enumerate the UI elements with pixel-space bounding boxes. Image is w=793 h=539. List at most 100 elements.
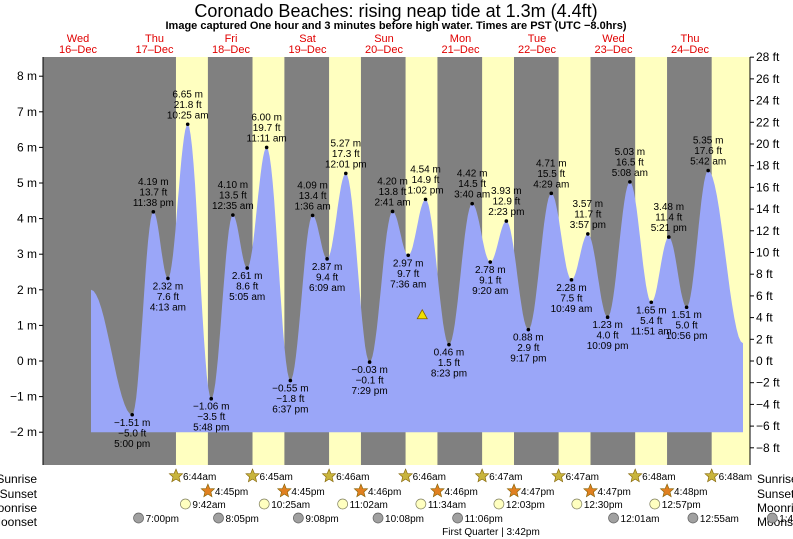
extreme-label: 11:11 am	[247, 133, 287, 144]
sunset-time: 4:47pm	[597, 487, 630, 498]
sunrise-icon	[321, 468, 337, 483]
extreme-label: 0.46 m	[434, 348, 465, 359]
moonrise-icon	[180, 498, 191, 510]
astro-row-label-right: Sunrise	[757, 472, 793, 486]
extreme-point	[209, 396, 214, 401]
extreme-label: 14.5 ft	[458, 179, 486, 190]
extreme-label: −0.1 ft	[356, 376, 384, 387]
extreme-point	[185, 122, 190, 127]
extreme-label: 21.8 ft	[174, 100, 202, 111]
moonrise-icon	[571, 498, 583, 510]
extreme-labels: −1.51 m−5.0 ft5:00 pm 4.19 m13.7 ft11:38 …	[114, 89, 726, 449]
extreme-point	[586, 232, 590, 236]
sunrise-time: 6:44am	[183, 472, 216, 483]
extreme-label: 6:37 pm	[272, 405, 308, 416]
extreme-label: 0.88 m	[513, 333, 544, 344]
astro-table: SunriseSunriseSunsetSunsetMoonriseMoonri…	[0, 468, 793, 538]
extreme-label: 10:09 pm	[587, 341, 629, 352]
extreme-point	[325, 257, 329, 261]
extreme-point	[344, 171, 348, 176]
extreme-label: 5.03 m	[615, 147, 646, 158]
extreme-label: −1.06 m	[193, 402, 229, 413]
extreme-label: 8.6 ft	[236, 282, 258, 293]
moonrise-icon	[337, 498, 349, 510]
extreme-label: 13.7 ft	[139, 187, 167, 198]
astro-row-label-right: Sunset	[757, 487, 793, 501]
y-right-tick-label: −6 ft	[756, 419, 780, 433]
extreme-label: −5.0 ft	[118, 428, 146, 439]
moonrise-icon	[258, 498, 270, 510]
extreme-point	[288, 378, 293, 383]
extreme-point	[447, 342, 451, 347]
y-right-tick-label: 14 ft	[756, 202, 780, 216]
extreme-point	[130, 412, 134, 417]
extreme-label: 6.65 m	[172, 89, 203, 100]
extreme-label: 7:29 pm	[352, 386, 388, 397]
sunrise-time: 6:46am	[413, 472, 446, 483]
extreme-label: −1.8 ft	[276, 394, 304, 405]
day-name: Sat	[299, 33, 316, 45]
current-level-marker	[416, 308, 428, 320]
day-name: Wed	[67, 33, 89, 45]
extreme-point	[245, 266, 250, 270]
extreme-label: 5.4 ft	[640, 316, 662, 327]
sunset-icon	[430, 483, 445, 498]
extreme-label: 7.6 ft	[157, 292, 179, 303]
y-left-tick-label: 2 m	[17, 283, 37, 297]
extreme-label: 3:57 pm	[570, 220, 606, 231]
extreme-label: 9.1 ft	[479, 276, 501, 287]
moonrise-icon	[415, 498, 427, 510]
sunset-icon	[506, 483, 522, 498]
sunrise-time: 6:47am	[566, 472, 599, 483]
extreme-label: 2.32 m	[153, 281, 184, 292]
extreme-label: 4.19 m	[138, 177, 169, 188]
astro-row-label-left: Moonrise	[0, 501, 37, 515]
moonset-icon	[766, 512, 778, 524]
extreme-label: 5:08 am	[612, 168, 648, 179]
extreme-label: 9.7 ft	[397, 269, 419, 280]
extreme-label: 3.57 m	[573, 199, 604, 210]
sunrise-icon	[245, 468, 260, 483]
y-right-tick-label: −4 ft	[756, 397, 780, 411]
y-left-tick-label: 6 m	[17, 140, 37, 154]
extreme-label: 6.00 m	[251, 112, 282, 123]
day-name: Fri	[225, 33, 238, 45]
extreme-point	[605, 315, 610, 320]
extreme-point	[569, 278, 574, 282]
sunset-icon	[353, 483, 369, 498]
moon-phase-label: First Quarter | 3:42pm	[442, 527, 540, 538]
extreme-point	[406, 253, 411, 258]
y-right-tick-label: 28 ft	[756, 50, 780, 64]
plot-area	[43, 57, 750, 465]
moonrise-time: 9:42am	[192, 500, 225, 511]
sunset-icon	[583, 483, 598, 498]
extreme-label: 5:21 pm	[651, 223, 687, 234]
extreme-point	[367, 360, 372, 364]
moonrise-time: 12:03pm	[506, 500, 545, 511]
y-left-tick-label: 8 m	[17, 69, 37, 83]
day-date: 17–Dec	[136, 44, 174, 56]
extreme-label: 11.7 ft	[574, 209, 601, 220]
extreme-label: −3.5 ft	[197, 412, 225, 423]
day-date: 23–Dec	[595, 44, 633, 56]
extreme-label: 17.3 ft	[332, 149, 360, 160]
y-right-tick-label: 24 ft	[756, 94, 780, 108]
day-date: 16–Dec	[59, 44, 97, 56]
extreme-label: 1.23 m	[592, 320, 623, 331]
moonrise-time: 11:02am	[350, 500, 388, 511]
extreme-label: 13.5 ft	[219, 191, 247, 202]
y-left-tick-label: 7 m	[17, 105, 37, 119]
day-date: 22–Dec	[518, 44, 556, 56]
extreme-label: 5.0 ft	[675, 321, 697, 332]
day-date: 24–Dec	[671, 44, 709, 56]
moonset-time: 12:55am	[700, 514, 739, 525]
moonrise-time: 12:57pm	[662, 500, 701, 511]
moonset-icon	[452, 512, 463, 524]
extreme-label: 8:23 pm	[431, 369, 467, 380]
extreme-label: 9:17 pm	[510, 354, 546, 365]
extreme-label: 10:56 pm	[666, 331, 708, 342]
extreme-label: 9:20 am	[472, 286, 508, 297]
extreme-label: 4.09 m	[297, 180, 328, 191]
extreme-label: 12:35 am	[212, 201, 254, 212]
